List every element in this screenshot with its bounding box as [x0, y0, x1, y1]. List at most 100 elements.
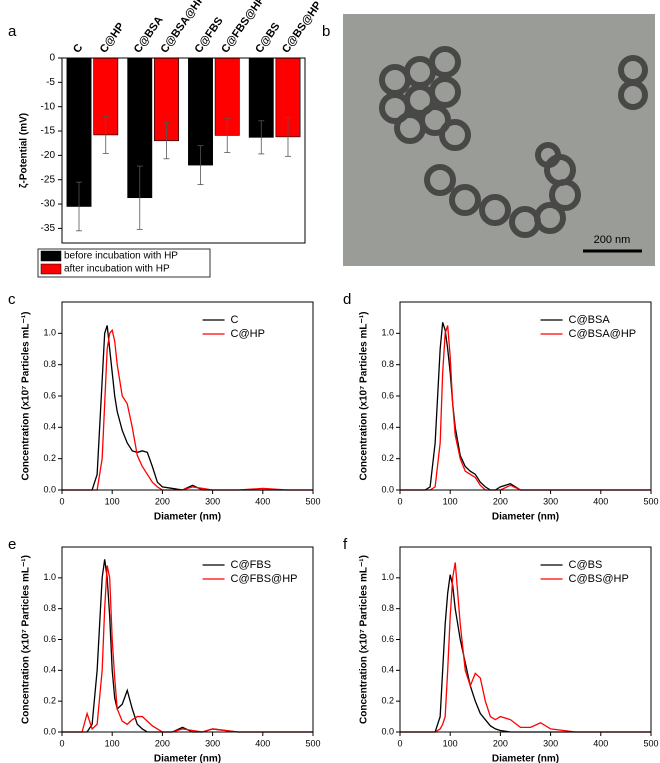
series-line	[62, 325, 313, 491]
x-axis-label: Diameter (nm)	[154, 754, 221, 763]
error-bar	[197, 145, 204, 185]
y-tick-label: 0.0	[381, 726, 394, 736]
series-line	[62, 565, 313, 733]
panel-label: d	[343, 291, 351, 308]
y-tick-label: -10	[41, 101, 56, 112]
legend-swatch	[40, 263, 62, 275]
panel-label: f	[343, 536, 348, 553]
x-tick-label: 300	[543, 738, 558, 748]
x-axis-label: Diameter (nm)	[154, 512, 221, 523]
plot-frame	[61, 57, 306, 244]
plot-frame	[61, 301, 314, 491]
x-tick-label: 300	[205, 738, 220, 748]
x-tick-label: 400	[593, 496, 608, 506]
x-tick-label: 0	[397, 738, 402, 748]
x-tick-label: 500	[643, 738, 658, 748]
y-tick-label: -25	[41, 174, 56, 185]
x-tick-label: 400	[255, 738, 270, 748]
x-tick-label: 300	[543, 496, 558, 506]
y-tick-label: 0.4	[43, 665, 56, 675]
y-tick-label: 0.2	[43, 696, 56, 706]
error-bar	[76, 181, 83, 232]
legend-label: C@BSA	[569, 314, 611, 326]
category-label: C@BS	[253, 21, 282, 56]
x-tick-label: 0	[397, 496, 402, 506]
legend-label: C@HP	[231, 328, 265, 340]
y-tick-label: 0.2	[43, 453, 56, 463]
series-line	[400, 574, 651, 733]
y-tick-label: 0.8	[381, 603, 394, 613]
particles	[379, 46, 648, 238]
micrograph	[343, 14, 655, 266]
y-axis-label: Concentration (x10⁷ Particles mL⁻¹)	[21, 312, 32, 481]
category-label: C	[71, 42, 85, 55]
y-tick-label: 0.8	[43, 359, 56, 369]
plot-frame	[399, 546, 652, 733]
error-bar	[224, 117, 231, 153]
x-tick-label: 0	[59, 496, 64, 506]
plot-frame	[399, 301, 652, 491]
y-tick-label: 0.2	[381, 453, 394, 463]
panel-label: a	[8, 23, 17, 40]
bar	[66, 57, 92, 207]
scale-bar-label: 200 nm	[594, 234, 631, 246]
legend-label: after incubation with HP	[64, 264, 170, 275]
x-tick-label: 300	[205, 496, 220, 506]
x-tick-label: 200	[493, 738, 508, 748]
y-tick-label: 0.6	[381, 634, 394, 644]
y-axis-label: Concentration (x10⁷ Particles mL⁻¹)	[359, 555, 370, 724]
y-tick-label: 1.0	[381, 572, 394, 582]
y-tick-label: -30	[41, 199, 56, 210]
y-tick-label: 0.4	[381, 422, 394, 432]
y-tick-label: -15	[41, 126, 56, 137]
x-tick-label: 500	[305, 738, 320, 748]
panel-label: b	[322, 23, 330, 40]
y-tick-label: 1.0	[43, 572, 56, 582]
y-tick-label: 0.6	[43, 634, 56, 644]
y-tick-label: 0.2	[381, 696, 394, 706]
y-tick-label: 0.4	[43, 422, 56, 432]
y-axis-label: Concentration (x10⁷ Particles mL⁻¹)	[359, 312, 370, 481]
legend-frame	[37, 248, 211, 278]
x-tick-label: 500	[643, 496, 658, 506]
error-bar	[163, 122, 170, 160]
x-axis-label: Diameter (nm)	[492, 512, 559, 523]
series-line	[400, 562, 651, 733]
y-tick-label: 0.6	[43, 390, 56, 400]
y-tick-label: 0.0	[43, 484, 56, 494]
x-tick-label: 0	[59, 738, 64, 748]
y-tick-label: 0.4	[381, 665, 394, 675]
legend-label: C@BS	[569, 559, 603, 571]
x-tick-label: 200	[493, 496, 508, 506]
panel-label: e	[8, 536, 16, 553]
x-axis-label: Diameter (nm)	[492, 754, 559, 763]
x-tick-label: 100	[105, 738, 120, 748]
legend-label: C@FBS	[231, 559, 272, 571]
series-line	[62, 559, 313, 733]
y-tick-label: 0.6	[381, 390, 394, 400]
x-tick-label: 400	[255, 496, 270, 506]
y-tick-label: 1.0	[43, 328, 56, 338]
y-tick-label: 0.8	[381, 359, 394, 369]
x-tick-label: 200	[155, 738, 170, 748]
x-tick-label: 100	[443, 738, 458, 748]
y-tick-label: 0.8	[43, 603, 56, 613]
y-tick-label: 0.0	[381, 484, 394, 494]
y-tick-label: 1.0	[381, 328, 394, 338]
legend-label: C	[231, 314, 239, 326]
x-tick-label: 200	[155, 496, 170, 506]
legend: before incubation with HP after incubatio…	[37, 248, 211, 278]
y-tick-label: -35	[41, 223, 56, 234]
error-bar	[284, 116, 291, 157]
y-tick-label: -5	[46, 77, 55, 88]
y-axis-label: Concentration (x10⁷ Particles mL⁻¹)	[21, 555, 32, 724]
category-label: C@HP	[98, 21, 127, 56]
series-line	[62, 328, 313, 491]
y-tick-label: 0	[49, 53, 55, 64]
x-tick-label: 500	[305, 496, 320, 506]
plot-frame	[61, 546, 314, 733]
x-tick-label: 100	[105, 496, 120, 506]
error-bar	[102, 116, 109, 154]
x-tick-label: 400	[593, 738, 608, 748]
